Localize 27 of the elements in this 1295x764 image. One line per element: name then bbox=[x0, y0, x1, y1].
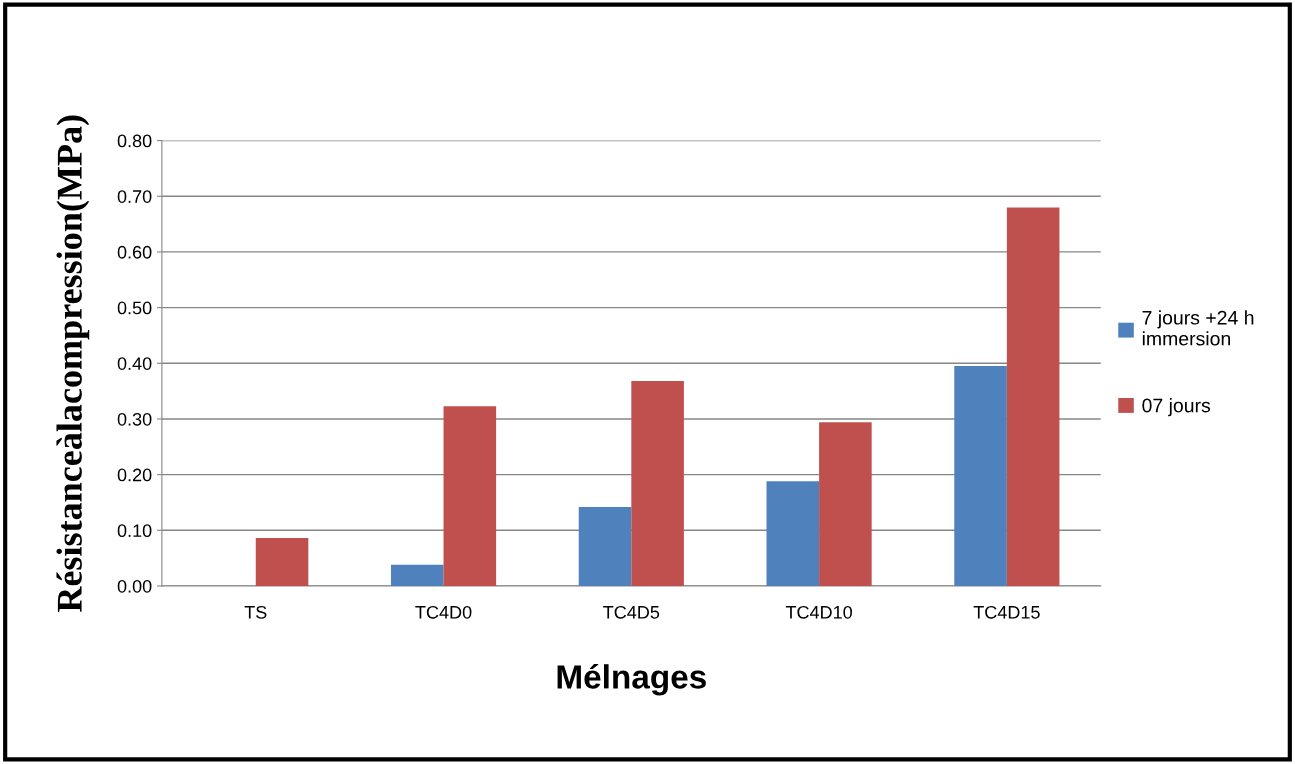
y-tick-label: 0.50 bbox=[117, 301, 152, 315]
y-tick-label: 0.20 bbox=[117, 468, 152, 482]
legend-label: 07 jours bbox=[1142, 398, 1211, 417]
bar bbox=[255, 538, 309, 586]
x-tick-label: TS bbox=[244, 605, 267, 619]
bar bbox=[631, 381, 684, 586]
y-tick-label: 0.80 bbox=[117, 134, 152, 148]
bar bbox=[390, 564, 444, 586]
x-tick-label: TC4D15 bbox=[973, 605, 1040, 619]
legend-label: 7 jours +24 h immersion bbox=[1142, 310, 1254, 346]
x-axis-title: Mélnages bbox=[557, 663, 706, 696]
bar bbox=[819, 422, 872, 586]
y-tick-label: 0.70 bbox=[117, 190, 152, 203]
y-tick-label: 0.10 bbox=[117, 524, 152, 538]
bar bbox=[1006, 207, 1060, 586]
bar bbox=[443, 406, 497, 586]
x-tick-label: TC4D0 bbox=[415, 605, 472, 619]
y-tick-label: 0.00 bbox=[117, 579, 152, 593]
x-tick-label: TC4D10 bbox=[785, 605, 852, 619]
y-tick-label: 0.60 bbox=[117, 245, 152, 259]
x-tick-label: TC4D5 bbox=[603, 605, 660, 619]
bar bbox=[578, 506, 632, 586]
y-tick-label: 0.30 bbox=[117, 412, 152, 426]
bar bbox=[766, 481, 820, 586]
bar bbox=[954, 366, 1007, 586]
y-tick-label: 0.40 bbox=[117, 357, 152, 370]
y-axis-title: Résistanceàlacompression(MPa) bbox=[56, 115, 90, 613]
